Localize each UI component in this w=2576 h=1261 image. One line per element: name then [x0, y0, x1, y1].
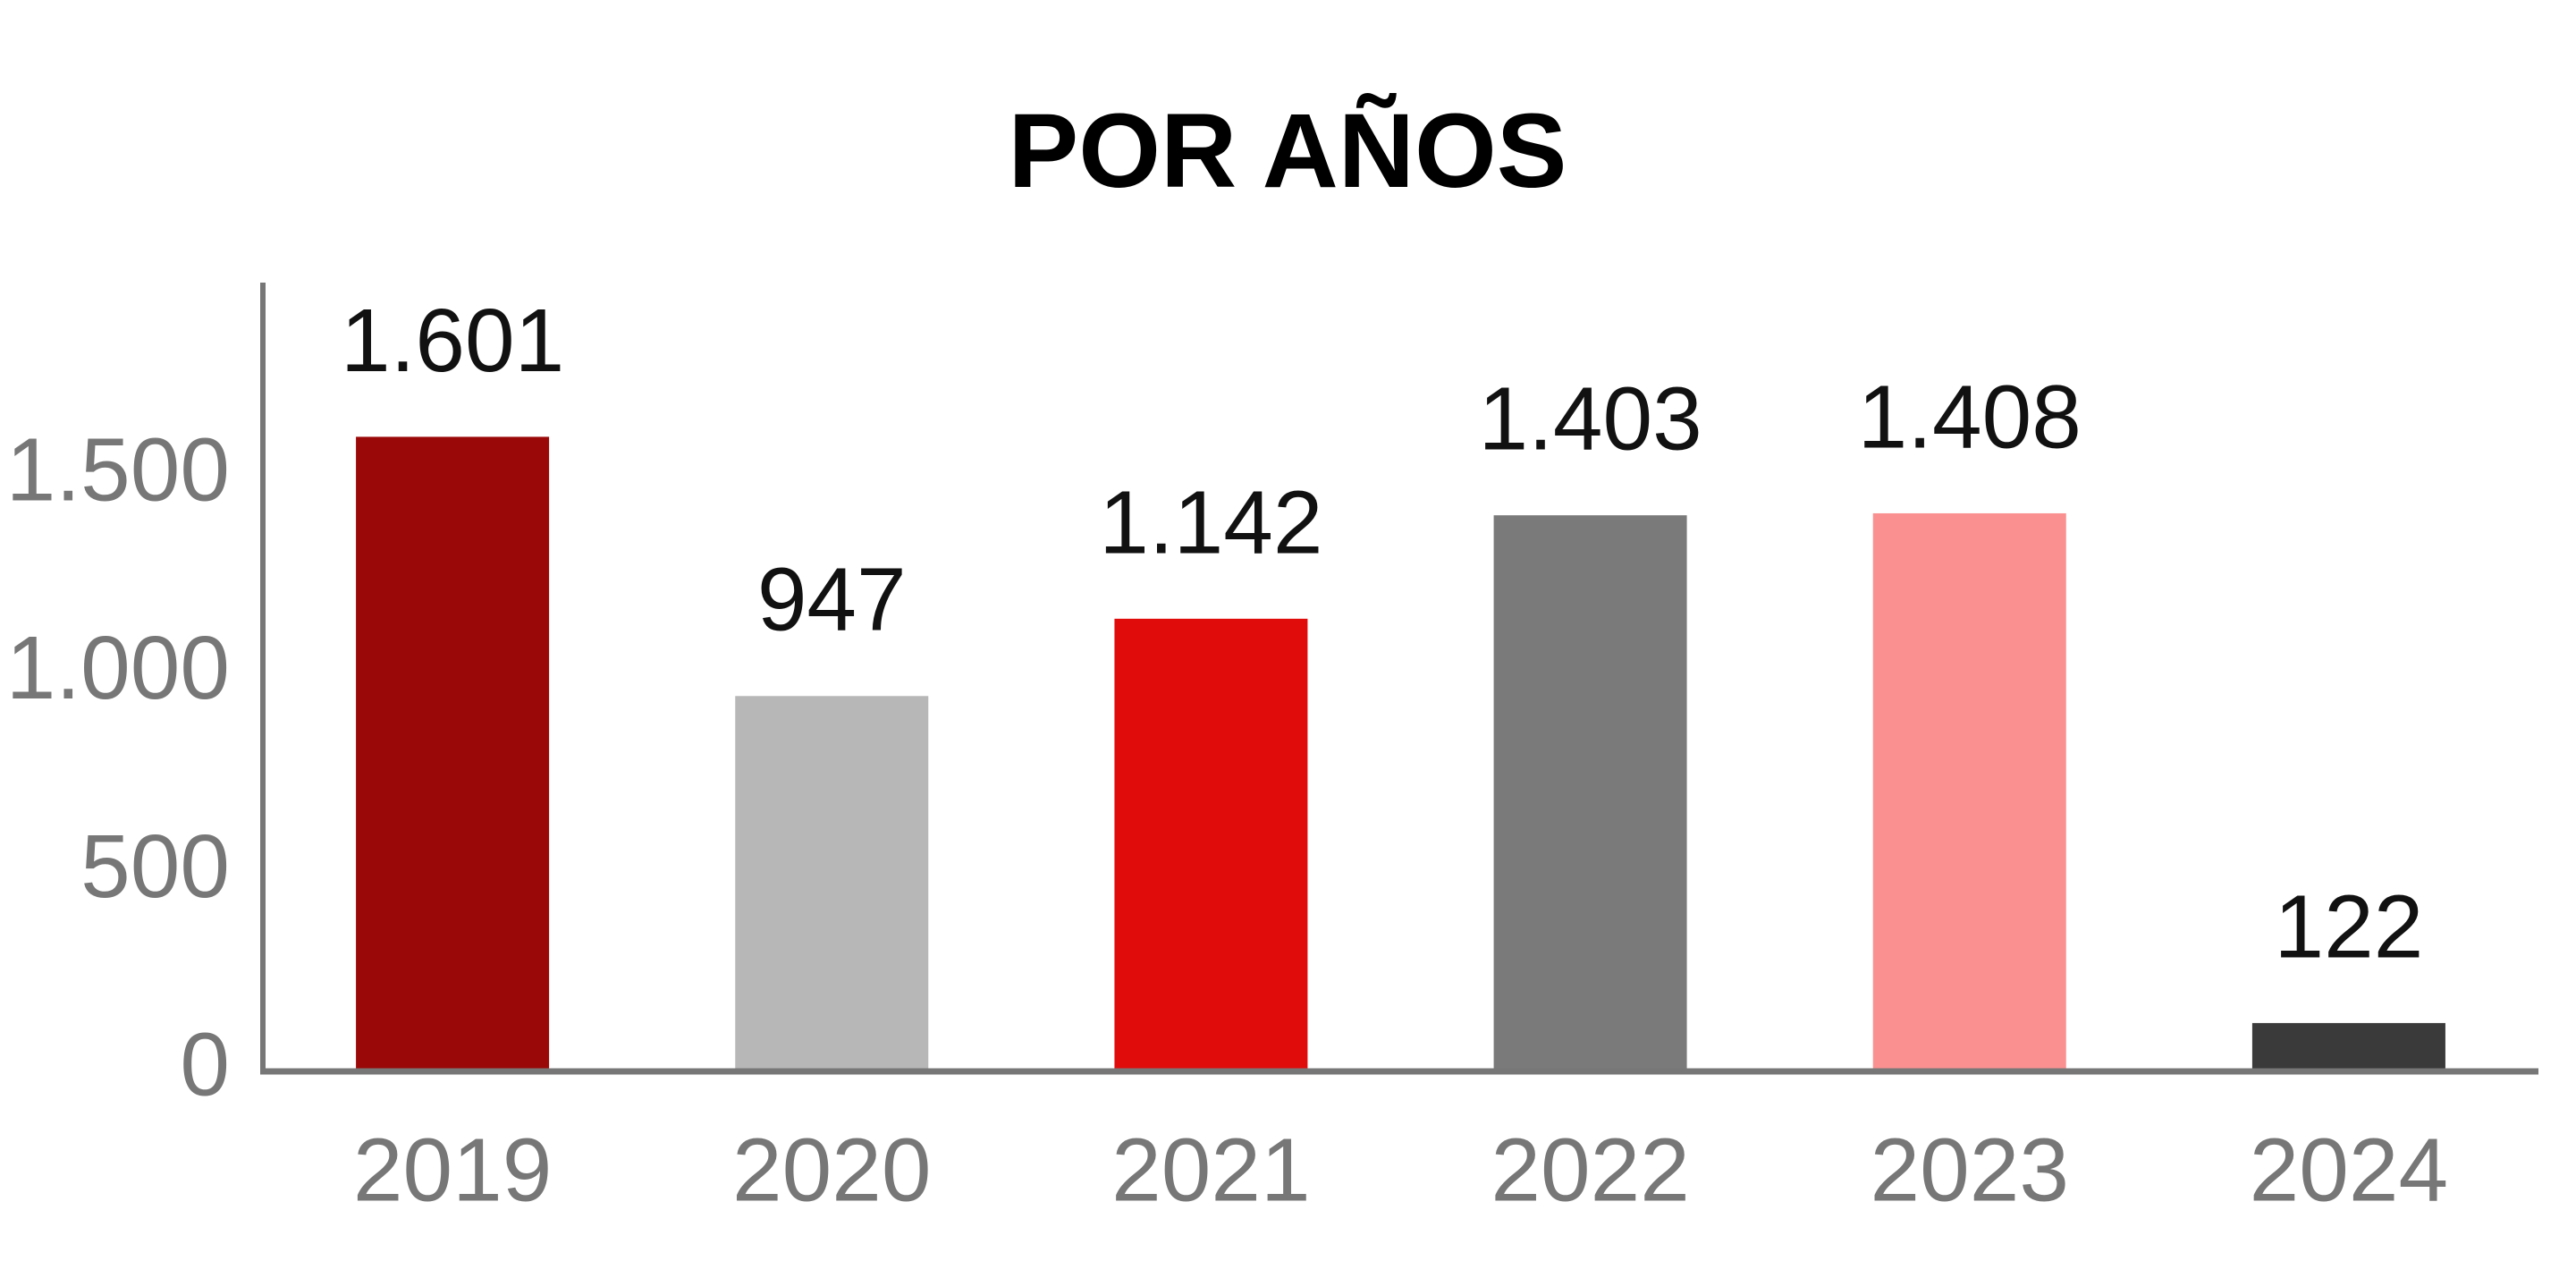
- y-tick-label: 500: [80, 817, 230, 917]
- bar: [1493, 515, 1687, 1071]
- y-tick-label: 0: [180, 1014, 230, 1114]
- value-label: 1.408: [1858, 367, 2082, 467]
- x-tick-label: 2023: [1871, 1120, 2069, 1220]
- bar: [735, 696, 929, 1071]
- bar: [2251, 1022, 2445, 1071]
- y-tick-label: 1.500: [6, 420, 230, 520]
- value-label: 122: [2274, 876, 2423, 977]
- bar: [1114, 618, 1308, 1071]
- value-label: 1.601: [341, 291, 564, 391]
- y-tick-label: 1.000: [6, 618, 230, 718]
- value-label: 947: [757, 550, 907, 650]
- x-tick-label: 2022: [1491, 1120, 1689, 1220]
- value-label: 1.142: [1099, 472, 1322, 572]
- value-label: 1.403: [1478, 369, 1702, 470]
- x-tick-label: 2021: [1111, 1120, 1310, 1220]
- x-tick-label: 2024: [2250, 1120, 2448, 1220]
- x-tick-label: 2019: [353, 1120, 552, 1220]
- bar: [356, 436, 550, 1072]
- bar: [1872, 512, 2066, 1071]
- chart-title: POR AÑOS: [1008, 92, 1567, 210]
- x-tick-label: 2020: [732, 1120, 931, 1220]
